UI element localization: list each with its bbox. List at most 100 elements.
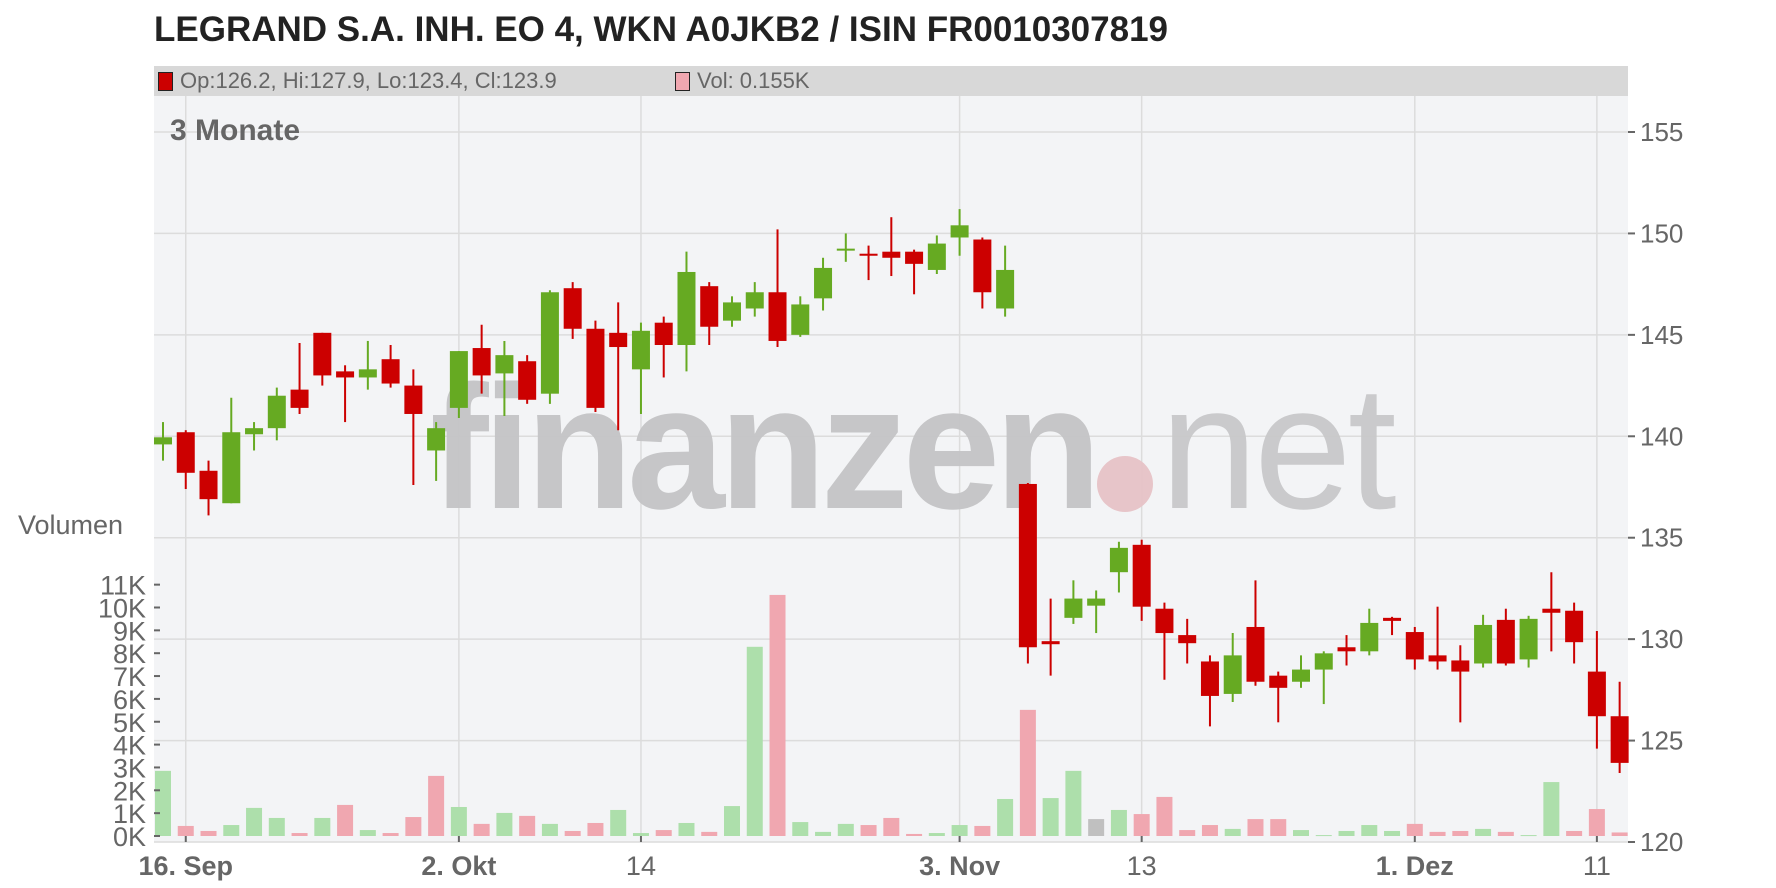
volume-bar [519, 815, 536, 836]
volume-bar [792, 822, 809, 836]
volume-bar [997, 798, 1014, 836]
candle-body [199, 470, 218, 500]
candle-body [1519, 618, 1538, 660]
candle-body [814, 267, 833, 299]
price-tick-label: 140 [1640, 421, 1683, 451]
volume-bar [314, 817, 331, 836]
candle-body [654, 322, 673, 345]
volume-bar [1361, 825, 1378, 836]
volume-bar [815, 831, 832, 836]
candle-body [1337, 647, 1356, 652]
candle-body [882, 251, 901, 258]
candle-body [1428, 655, 1447, 662]
volume-bar [405, 817, 422, 836]
candle-body [677, 271, 696, 345]
candle-body [609, 332, 628, 348]
volume-bar [837, 823, 854, 836]
x-tick-label: 16. Sep [138, 851, 233, 881]
candle-body [1155, 608, 1174, 634]
candle-body [1587, 671, 1606, 717]
candle-body [950, 225, 969, 238]
volume-bar [724, 806, 740, 836]
candle-body [336, 371, 355, 378]
volume-bar [1475, 828, 1492, 836]
watermark-dot [1097, 456, 1153, 512]
legend-vol-text: Vol: 0.155K [697, 68, 810, 93]
legend-ohlc: Op:126.2, Hi:127.9, Lo:123.4, Cl:123.9 [158, 66, 557, 96]
volume-bar [1065, 770, 1082, 836]
candle-body [973, 239, 992, 293]
price-tick-label: 125 [1640, 726, 1683, 756]
watermark-logo: finanzen net [430, 350, 1400, 546]
volume-bar [382, 833, 399, 836]
volume-bar [1270, 819, 1287, 836]
volume-bar [951, 825, 968, 836]
candle-body [540, 292, 559, 394]
candle-body [836, 248, 855, 251]
legend-candle-swatch [158, 71, 173, 91]
candle-body [859, 253, 878, 256]
candle-body [1200, 661, 1219, 696]
volume-bar [1588, 809, 1605, 836]
candle-body [1178, 635, 1197, 644]
candle-body [245, 428, 264, 435]
volume-bar [246, 807, 263, 836]
volume-axis-label: Volumen [18, 510, 123, 540]
volume-tick-label: 5K [113, 708, 146, 738]
volume-bar [1543, 782, 1560, 836]
candle-body [768, 292, 787, 341]
volume-tick-label: 6K [113, 685, 146, 715]
x-tick-label: 1. Dez [1376, 851, 1454, 881]
x-tick-label: 13 [1127, 851, 1157, 881]
watermark-suffix: net [1160, 350, 1396, 546]
volume-bar [359, 830, 376, 836]
volume-bar [1384, 830, 1401, 836]
x-tick-label: 3. Nov [919, 851, 1000, 881]
volume-tick-label: 0K [113, 822, 146, 852]
candle-body [586, 328, 605, 408]
volume-bar [1566, 830, 1583, 836]
volume-bar [473, 823, 490, 836]
period-label: 3 Monate [170, 114, 300, 147]
candle-body [905, 251, 924, 264]
volume-tick-label: 4K [113, 731, 146, 761]
volume-bar [200, 830, 217, 836]
candle-body [1018, 483, 1037, 648]
x-tick-label: 14 [626, 851, 656, 881]
volume-bar [1293, 830, 1309, 836]
x-tick-label: 11 [1583, 851, 1611, 881]
candle-body [563, 288, 582, 329]
candle-body [1496, 619, 1515, 664]
candle-body [1041, 641, 1060, 645]
volume-tick-label: 9K [113, 616, 146, 646]
candle-body [1269, 675, 1288, 688]
candle-body [1383, 617, 1402, 621]
candle-body [154, 437, 172, 445]
candle-body [1405, 632, 1424, 660]
price-tick-label: 155 [1640, 117, 1683, 147]
candle-body [427, 428, 446, 451]
volume-bar [428, 775, 445, 836]
volume-bar [1406, 823, 1423, 836]
candle-body [313, 332, 332, 376]
volume-bar [678, 822, 695, 836]
legend-bar: Op:126.2, Hi:127.9, Lo:123.4, Cl:123.9 V… [154, 66, 1628, 96]
volume-bar [928, 833, 945, 836]
candle-body [1292, 669, 1310, 682]
candle-body [700, 286, 719, 327]
volume-bar [632, 833, 649, 836]
volume-bar [860, 825, 877, 836]
volume-bar [223, 825, 240, 836]
price-tick-label: 150 [1640, 218, 1683, 248]
volume-bar [1497, 831, 1514, 836]
volume-bar [450, 806, 467, 836]
volume-bar [1247, 819, 1264, 836]
candle-body [745, 292, 764, 309]
chart-title: LEGRAND S.A. INH. EO 4, WKN A0JKB2 / ISI… [154, 10, 1169, 49]
candle-body [176, 432, 195, 473]
candle-body [1565, 610, 1584, 643]
volume-bar [1088, 819, 1105, 836]
candle-body [267, 395, 286, 429]
candle-body [1610, 716, 1629, 763]
volume-tick-label: 8K [113, 639, 146, 669]
